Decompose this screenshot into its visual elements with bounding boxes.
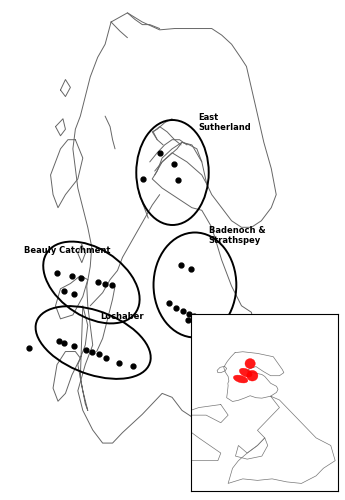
Ellipse shape (239, 368, 252, 377)
Ellipse shape (245, 358, 255, 368)
Text: Badenoch &
Strathspey: Badenoch & Strathspey (209, 226, 265, 245)
Text: Beauly Catchment: Beauly Catchment (24, 246, 111, 255)
Ellipse shape (234, 375, 248, 383)
Text: East
Sutherland: East Sutherland (198, 113, 251, 132)
Text: Lochaber: Lochaber (100, 312, 144, 321)
Ellipse shape (247, 370, 258, 381)
